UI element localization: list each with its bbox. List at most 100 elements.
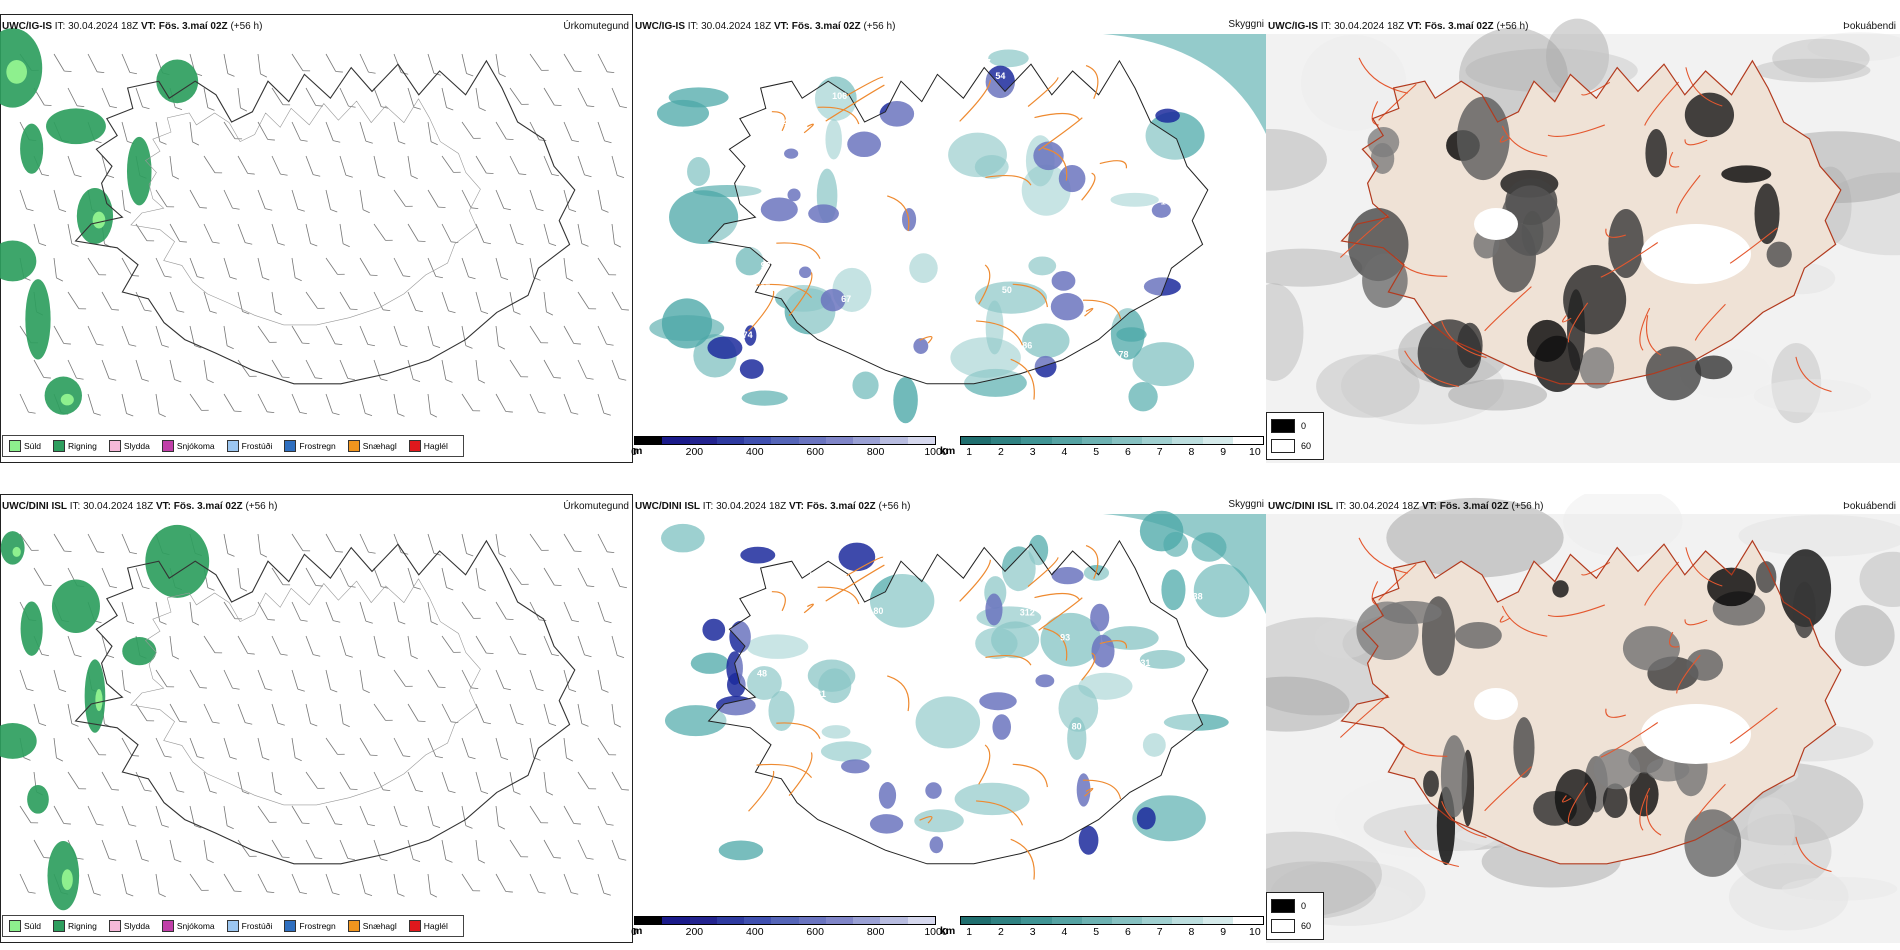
fog-land-patch bbox=[1380, 600, 1442, 625]
wind-barb bbox=[441, 567, 454, 591]
rain-area bbox=[20, 601, 43, 656]
low-ceiling-area bbox=[841, 759, 870, 774]
wind-barb bbox=[305, 359, 323, 380]
road bbox=[1499, 615, 1511, 623]
wind-barb bbox=[373, 567, 389, 589]
wind-barb bbox=[461, 325, 473, 349]
ceiling-value-label: 410 bbox=[805, 854, 820, 864]
wind-barb bbox=[223, 669, 240, 690]
wind-barb bbox=[495, 601, 514, 620]
low-visibility-area bbox=[814, 76, 857, 121]
road bbox=[1639, 307, 1651, 351]
wind-barb bbox=[427, 257, 443, 279]
wind-barb bbox=[121, 393, 134, 417]
ceiling-value-label: 50 bbox=[1002, 285, 1012, 295]
low-visibility-area bbox=[1161, 569, 1186, 611]
colorbar-cell bbox=[798, 917, 826, 924]
ceiling-value-label: 109 bbox=[827, 638, 842, 648]
rain-area bbox=[46, 108, 106, 145]
wind-barb bbox=[597, 121, 612, 144]
road bbox=[887, 675, 910, 712]
ceiling-value-label: 68 bbox=[1198, 85, 1208, 95]
road bbox=[1339, 694, 1389, 738]
legend-swatch bbox=[108, 440, 121, 452]
wind-barb bbox=[305, 703, 318, 727]
low-visibility-area bbox=[820, 741, 872, 762]
road bbox=[1027, 77, 1059, 107]
road bbox=[985, 175, 1032, 186]
colorbar-cell bbox=[991, 437, 1022, 444]
precip-areas bbox=[0, 28, 199, 415]
colorbar-tick: 10 bbox=[1249, 926, 1261, 938]
colorbar-cell bbox=[1142, 917, 1173, 924]
wind-barb bbox=[121, 325, 137, 347]
road bbox=[919, 815, 933, 824]
low-ceiling-area bbox=[985, 593, 1003, 626]
colorbar-cell bbox=[880, 437, 908, 444]
fog-sea-patch bbox=[1465, 48, 1638, 93]
wind-barb bbox=[577, 771, 597, 790]
ceiling-value-label: 38 bbox=[1193, 592, 1203, 602]
wind-barb bbox=[563, 121, 579, 143]
road bbox=[803, 603, 814, 614]
wind-barb bbox=[339, 291, 358, 310]
fog-sea-patch bbox=[1753, 378, 1872, 413]
road bbox=[1081, 652, 1096, 681]
wind-barb bbox=[475, 635, 494, 654]
wind-barb bbox=[291, 601, 308, 622]
legend-item: Slydda bbox=[108, 920, 150, 932]
fog-land-patch bbox=[1792, 581, 1816, 639]
legend-label: Súld bbox=[24, 441, 42, 451]
wind-barb bbox=[325, 393, 340, 416]
low-ceiling-area bbox=[702, 618, 726, 641]
legend-item: Snæhagl bbox=[347, 920, 397, 932]
ceiling-areas bbox=[702, 542, 1156, 855]
wind-barb bbox=[203, 635, 223, 654]
fog-land-patch bbox=[1686, 649, 1724, 681]
drizzle-area bbox=[95, 689, 103, 712]
colorbar-cell bbox=[662, 917, 690, 924]
wind-barb bbox=[291, 189, 305, 212]
low-visibility-area bbox=[954, 782, 1030, 816]
wind-barb bbox=[407, 223, 426, 242]
road bbox=[1694, 303, 1726, 341]
road bbox=[1644, 81, 1680, 126]
road bbox=[1567, 782, 1589, 823]
panel-label-precip: Úrkomutegund bbox=[563, 501, 629, 512]
road bbox=[1404, 830, 1459, 868]
road bbox=[1012, 283, 1048, 308]
rain-area bbox=[0, 240, 37, 282]
wind-barb bbox=[577, 291, 597, 310]
wind-barb bbox=[441, 703, 459, 724]
legend-label: Haglél bbox=[423, 921, 448, 931]
road bbox=[959, 79, 991, 122]
ceiling-value-label: 60 bbox=[1135, 838, 1145, 848]
colorbar-tick: 400 bbox=[746, 446, 764, 458]
road bbox=[1083, 299, 1122, 320]
wind-barb bbox=[359, 257, 378, 276]
wind-barb bbox=[393, 805, 408, 828]
wind-barb bbox=[155, 393, 166, 418]
wind-barb bbox=[155, 325, 169, 348]
ceiling-value-label: 67 bbox=[841, 294, 851, 304]
wind-barb bbox=[563, 325, 581, 345]
wind-barb bbox=[155, 189, 175, 208]
wind-barb bbox=[257, 669, 273, 691]
low-visibility-area bbox=[1132, 342, 1195, 387]
wind-barb bbox=[291, 53, 311, 72]
panel-label-precip: Úrkomutegund bbox=[563, 21, 629, 32]
wind-barb bbox=[611, 839, 627, 861]
road bbox=[1547, 124, 1605, 137]
low-visibility-area bbox=[1139, 650, 1186, 669]
fog-sea-patch bbox=[1834, 605, 1895, 667]
colorbar-cell bbox=[689, 917, 717, 924]
colorbar-tick: 800 bbox=[866, 926, 885, 938]
wind-barb bbox=[611, 771, 629, 791]
wind-barb bbox=[611, 223, 622, 248]
wind-barb bbox=[509, 223, 524, 246]
colorbar-cell bbox=[662, 437, 690, 444]
wind-barb bbox=[237, 635, 255, 655]
wind-barb bbox=[257, 533, 268, 558]
wind-barb bbox=[543, 771, 554, 796]
road bbox=[1562, 315, 1572, 323]
